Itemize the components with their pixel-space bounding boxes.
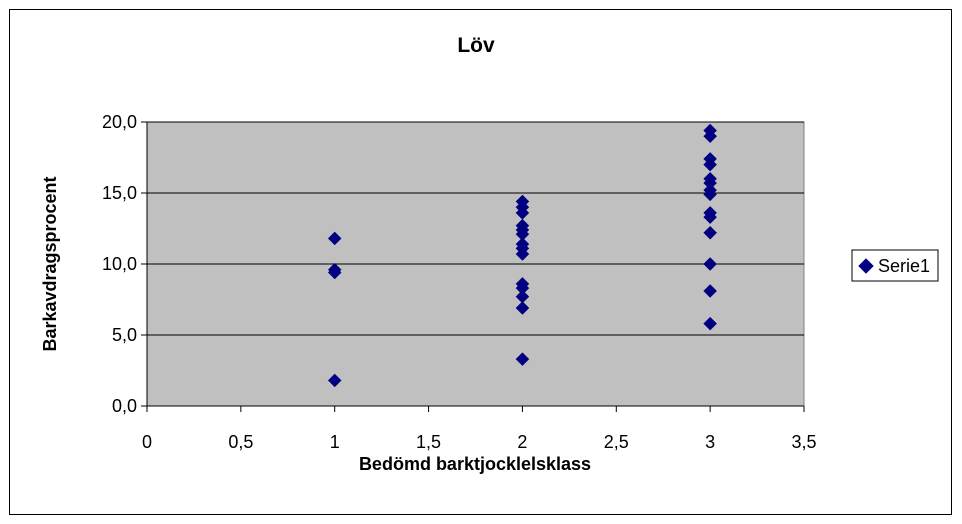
data-point <box>703 157 717 172</box>
data-point <box>703 225 717 240</box>
x-tick-label: 3 <box>705 432 715 452</box>
x-tick-label: 0,5 <box>228 432 253 452</box>
data-point <box>515 352 530 366</box>
data-point <box>703 316 717 331</box>
x-tick-label: 1 <box>330 432 340 452</box>
y-tick-label: 0,0 <box>112 396 137 416</box>
y-tick-label: 20,0 <box>102 112 137 132</box>
data-point <box>327 373 342 388</box>
x-tick-label: 0 <box>142 432 152 452</box>
data-point <box>703 187 717 202</box>
y-tick-label: 5,0 <box>112 325 137 345</box>
data-point <box>327 265 342 280</box>
y-tick-label: 10,0 <box>102 254 137 274</box>
data-point <box>703 210 717 224</box>
x-tick-label: 2,5 <box>604 432 629 452</box>
data-point <box>515 247 530 261</box>
x-axis-ticks: 0 0,5 1 1,5 2 2,5 3 3,5 <box>142 406 817 452</box>
chart-title: Löv <box>457 34 495 57</box>
data-point <box>515 301 530 315</box>
x-axis-title: Bedömd barktjocklelsklass <box>359 454 591 474</box>
y-tick-label: 15,0 <box>102 183 137 203</box>
data-point <box>703 284 717 298</box>
data-point <box>703 129 717 144</box>
data-points <box>327 123 717 388</box>
x-tick-label: 1,5 <box>416 432 441 452</box>
y-axis-title: Barkavdragsprocent <box>40 176 60 351</box>
legend-diamond-icon <box>858 258 874 274</box>
data-point <box>327 231 342 246</box>
gridlines <box>147 121 804 336</box>
legend-label-serie1: Serie1 <box>878 256 930 276</box>
legend: Serie1 <box>851 249 939 282</box>
x-tick-label: 2 <box>517 432 527 452</box>
y-axis-ticks: 0,0 5,0 10,0 15,0 20,0 <box>102 112 147 416</box>
data-point <box>703 257 717 271</box>
x-tick-label: 3,5 <box>791 432 816 452</box>
